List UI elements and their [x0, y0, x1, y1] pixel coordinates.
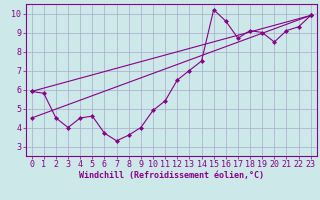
- X-axis label: Windchill (Refroidissement éolien,°C): Windchill (Refroidissement éolien,°C): [79, 171, 264, 180]
